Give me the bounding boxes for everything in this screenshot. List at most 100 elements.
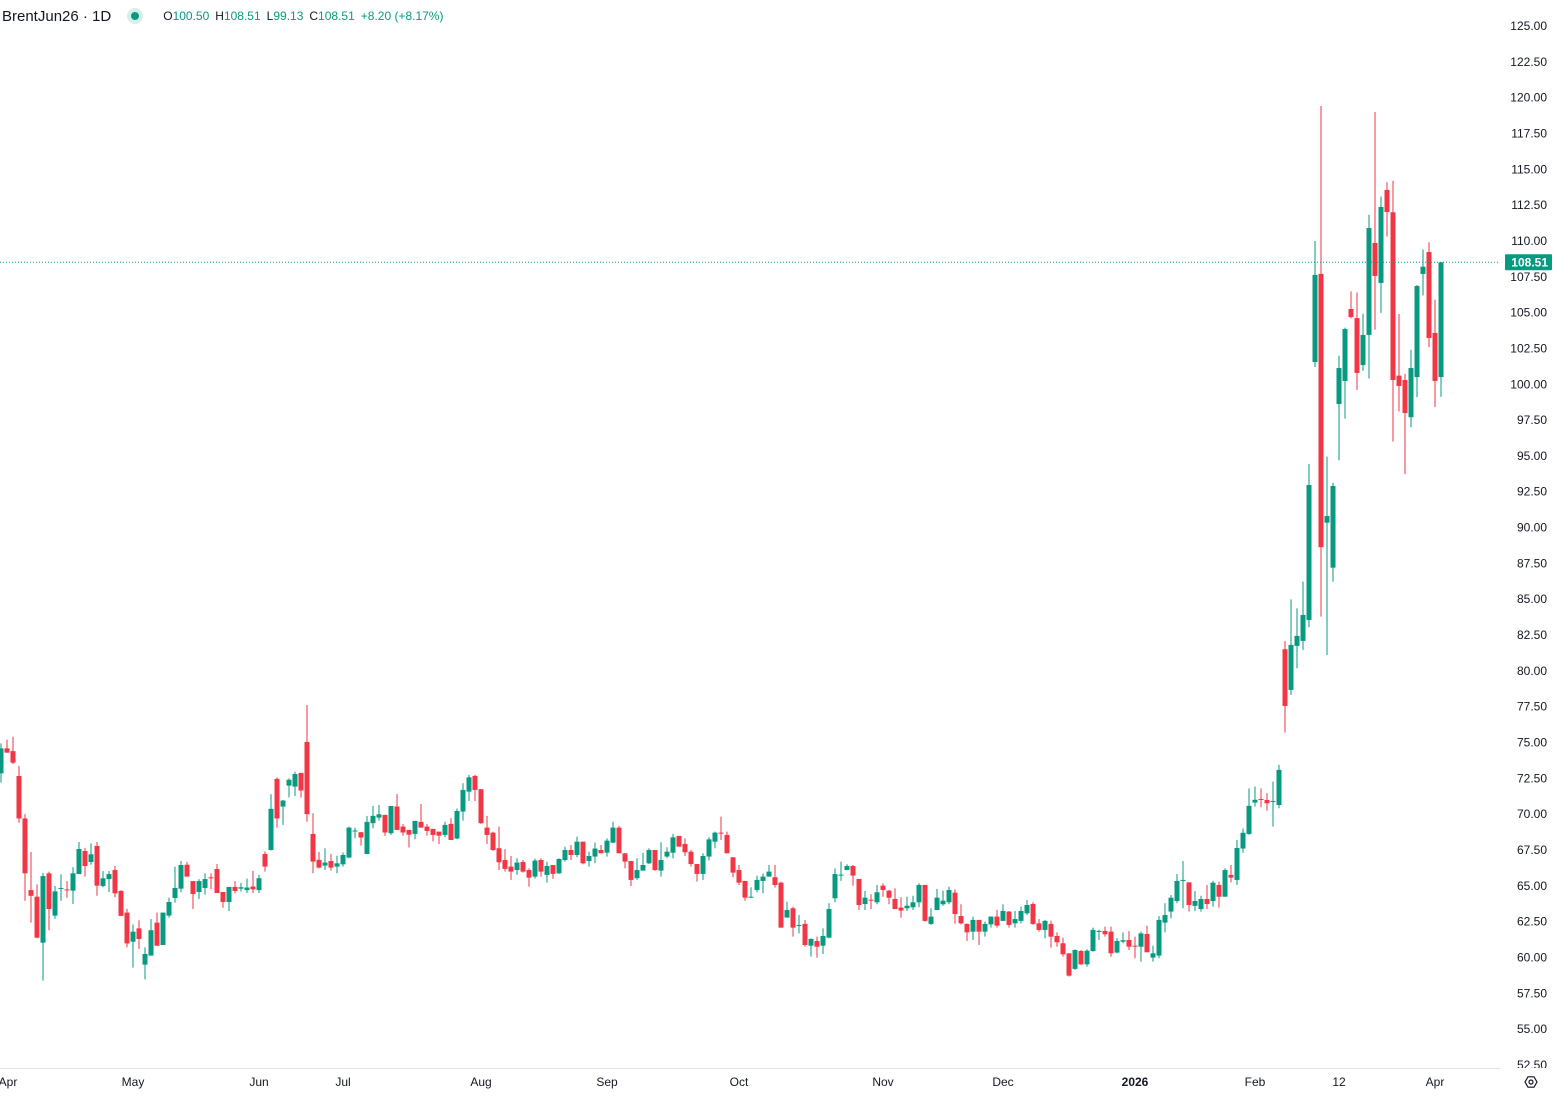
- candle-body: [994, 916, 1000, 926]
- candle-body: [1258, 798, 1264, 800]
- candle: [1408, 349, 1414, 428]
- candle: [742, 880, 748, 901]
- candle-body: [820, 935, 826, 946]
- candle: [112, 866, 118, 898]
- candle: [1042, 919, 1048, 939]
- candle: [1138, 931, 1144, 962]
- candle: [166, 897, 172, 918]
- candle-body: [88, 854, 94, 863]
- candle-body: [550, 865, 556, 874]
- price-tick-label: 122.50: [1510, 55, 1547, 69]
- symbol-title[interactable]: BrentJun26 · 1D: [2, 7, 112, 25]
- candle-body: [526, 870, 532, 878]
- candle: [1330, 482, 1336, 582]
- candle: [28, 851, 34, 923]
- candle-body: [700, 855, 706, 874]
- time-tick-label: Jun: [249, 1075, 268, 1089]
- candle-body: [166, 901, 172, 916]
- candle: [190, 881, 196, 910]
- candle-body: [946, 889, 952, 903]
- price-tick-label: 90.00: [1517, 521, 1547, 535]
- candle: [844, 864, 850, 871]
- candle-body: [790, 908, 796, 928]
- candle-body: [862, 897, 868, 904]
- candle-body: [490, 832, 496, 850]
- candle-body: [922, 884, 928, 921]
- time-axis[interactable]: [0, 1068, 1554, 1102]
- candle: [868, 894, 874, 910]
- candle-body: [628, 861, 634, 880]
- candle-body: [256, 878, 262, 891]
- candle-body: [436, 831, 442, 836]
- candle: [1402, 373, 1408, 475]
- candle: [940, 890, 946, 906]
- candle: [442, 821, 448, 838]
- candle: [814, 936, 820, 958]
- candle-body: [1336, 368, 1342, 405]
- candle-body: [1288, 644, 1294, 690]
- price-tick-label: 100.00: [1510, 377, 1547, 391]
- gear-icon[interactable]: [1524, 1076, 1538, 1088]
- candle: [946, 886, 952, 905]
- candle: [1126, 930, 1132, 950]
- candle: [1372, 111, 1378, 330]
- candle-body: [394, 806, 400, 830]
- candle: [154, 912, 160, 946]
- candle: [10, 736, 16, 764]
- candle: [1168, 894, 1174, 919]
- candle-body: [622, 853, 628, 862]
- candle-body: [952, 892, 958, 915]
- candle: [160, 912, 166, 945]
- candle-body: [1216, 884, 1222, 897]
- candle: [514, 858, 520, 875]
- candle: [1204, 884, 1210, 910]
- candle: [640, 852, 646, 871]
- candle-body: [1180, 879, 1186, 881]
- candle: [58, 874, 64, 901]
- candle-body: [1120, 940, 1126, 942]
- candle: [1048, 920, 1054, 948]
- candle-body: [1300, 614, 1306, 641]
- price-tick-label: 120.00: [1510, 91, 1547, 105]
- candle-body: [1006, 911, 1012, 925]
- candle-body: [466, 777, 472, 792]
- price-tick-label: 97.50: [1517, 413, 1547, 427]
- candle-body: [610, 827, 616, 843]
- price-tick-label: 80.00: [1517, 664, 1547, 678]
- candle: [904, 896, 910, 912]
- candle: [1162, 903, 1168, 933]
- candle-body: [424, 826, 430, 831]
- candle-body: [142, 954, 148, 965]
- candle-body: [880, 885, 886, 890]
- candle: [178, 861, 184, 893]
- candle: [790, 906, 796, 937]
- candle: [1180, 861, 1186, 909]
- candle-body: [418, 821, 424, 828]
- candle-body: [838, 874, 844, 876]
- candle: [262, 851, 268, 872]
- price-axis[interactable]: [1500, 0, 1554, 1068]
- candle-body: [1132, 945, 1138, 947]
- candle-body: [1390, 212, 1396, 380]
- candle-body: [730, 857, 736, 873]
- candle-body: [778, 882, 784, 928]
- candle-body: [586, 855, 592, 862]
- candle-body: [958, 916, 964, 924]
- candle: [724, 831, 730, 854]
- candle: [412, 820, 418, 840]
- candle: [1396, 314, 1402, 412]
- candle: [172, 866, 178, 903]
- candle-body: [904, 905, 910, 909]
- candle-body: [658, 860, 664, 871]
- candle-body: [1432, 332, 1438, 381]
- candle: [1132, 936, 1138, 959]
- price-axis-ticks: 125.00 122.50 120.00 117.50 115.00 112.50 110.…: [1510, 19, 1547, 1072]
- candle-body: [808, 938, 814, 946]
- candle-body: [1378, 206, 1384, 283]
- candle-body: [814, 940, 820, 947]
- candle-body: [328, 861, 334, 868]
- candle: [1276, 764, 1282, 809]
- candle: [646, 848, 652, 865]
- candle: [256, 874, 262, 893]
